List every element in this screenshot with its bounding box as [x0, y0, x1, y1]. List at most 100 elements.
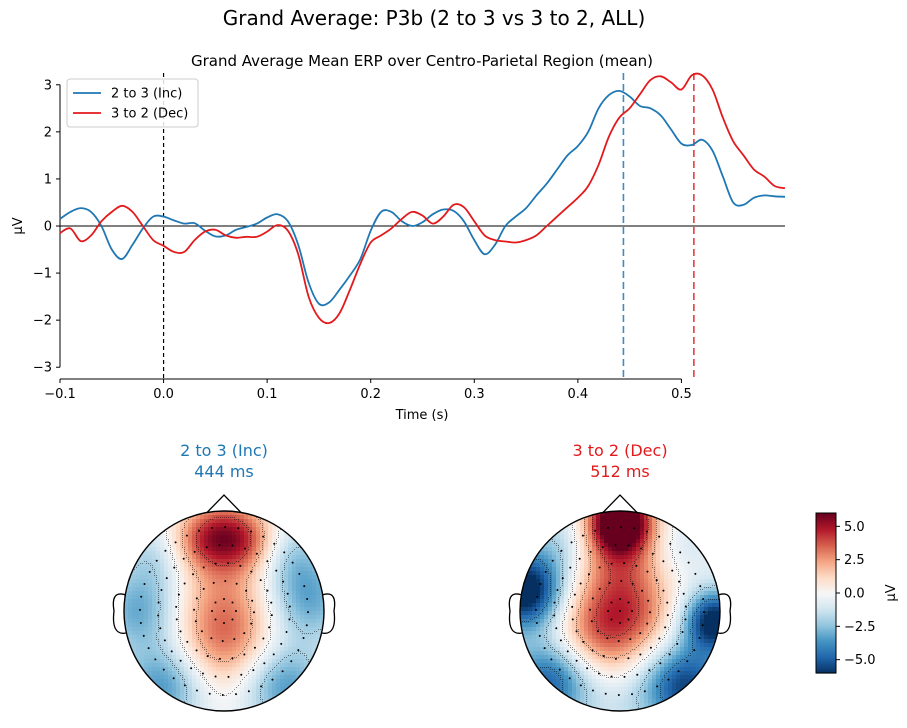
topomap-cell	[196, 683, 201, 688]
topomap-cell	[536, 575, 541, 580]
topomap-cell	[664, 687, 669, 692]
topomap-cell	[304, 563, 309, 568]
topomap-cell	[592, 655, 597, 660]
topomap-cell	[216, 651, 221, 656]
topomap-cell	[204, 579, 209, 584]
topomap-cell	[228, 607, 233, 612]
contour-dot	[268, 607, 269, 608]
topomap-cell	[236, 531, 241, 536]
topomap-cell	[128, 607, 133, 612]
topomap-cell	[188, 615, 193, 620]
topomap-cell	[704, 583, 709, 588]
topomap-cell	[692, 663, 697, 668]
sensor-dot	[303, 637, 305, 639]
contour-dot	[240, 521, 241, 522]
topomap-cell	[308, 567, 313, 572]
topomap-cell	[560, 615, 565, 620]
topomap-cell	[632, 547, 637, 552]
contour-dot	[176, 669, 177, 670]
topomap-cell	[600, 635, 605, 640]
topomap-cell	[192, 531, 197, 536]
topomap-cell	[568, 679, 573, 684]
topomap-cell	[296, 575, 301, 580]
contour-dot	[158, 591, 159, 592]
topomap-cell	[228, 523, 233, 528]
topomap-cell	[624, 687, 629, 692]
topomap-cell	[284, 651, 289, 656]
topomap-cell	[664, 683, 669, 688]
topomap-cell	[236, 643, 241, 648]
contour-dot	[292, 619, 293, 620]
topomap-cell	[548, 547, 553, 552]
contour-dot	[200, 641, 201, 642]
topomap-cell	[248, 683, 253, 688]
topomap-cell	[220, 651, 225, 656]
topomap-cell	[604, 603, 609, 608]
topomap-cell	[688, 647, 693, 652]
contour-dot	[230, 517, 231, 518]
topomap-cell	[160, 583, 165, 588]
topomap-cell	[580, 567, 585, 572]
contour-dot	[250, 629, 251, 630]
topomap-cell	[304, 643, 309, 648]
topomap-cell	[264, 655, 269, 660]
nose	[603, 495, 637, 513]
topomap-cell	[524, 655, 529, 660]
topomap-cell	[664, 643, 669, 648]
topomap-cell	[588, 627, 593, 632]
contour-dot	[176, 569, 177, 570]
topomap-cell	[212, 651, 217, 656]
topomap-cell	[640, 599, 645, 604]
contour-dot	[198, 635, 199, 636]
topomap-cell	[164, 559, 169, 564]
topomap-cell	[252, 671, 257, 676]
contour-dot	[262, 541, 263, 542]
topomap-cell	[236, 651, 241, 656]
contour-dot	[258, 519, 259, 520]
topomap-cell	[224, 583, 229, 588]
topomap-cell	[280, 655, 285, 660]
contour-dot	[224, 695, 225, 696]
topomap-cell	[232, 643, 237, 648]
topomap-cell	[544, 659, 549, 664]
topomap-cell	[188, 707, 193, 712]
topomap-cell	[596, 691, 601, 696]
topomap-cell	[612, 603, 617, 608]
topomap-cell	[148, 623, 153, 628]
contour-dot	[158, 629, 159, 630]
topomap-cell	[604, 571, 609, 576]
topomap-cell	[712, 567, 717, 572]
sensor-dot	[280, 643, 282, 645]
topomap-cell	[164, 659, 169, 664]
topomap-cell	[148, 547, 153, 552]
topomap-cell	[240, 635, 245, 640]
topomap-cell	[584, 651, 589, 656]
topomap-cell	[132, 591, 137, 596]
topomap-cell	[656, 563, 661, 568]
topomap-cell	[184, 659, 189, 664]
topomap-cell	[700, 615, 705, 620]
topomap-cell	[248, 651, 253, 656]
topomap-cell	[308, 667, 313, 672]
topomap-cell	[632, 523, 637, 528]
contour-dot	[156, 577, 157, 578]
contour-dot	[190, 563, 191, 564]
contour-dot	[250, 607, 251, 608]
topomap-cell	[264, 563, 269, 568]
topomap-cell	[624, 527, 629, 532]
contour-dot	[306, 659, 307, 660]
topomap-cell	[236, 523, 241, 528]
contour-dot	[266, 675, 267, 676]
contour-dot	[224, 661, 225, 662]
topomap-cell	[652, 671, 657, 676]
topomap-cell	[276, 563, 281, 568]
topomap-cell	[148, 627, 153, 632]
topomap-cell	[284, 635, 289, 640]
topomap-cell	[644, 667, 649, 672]
topomap-cell	[164, 583, 169, 588]
contour-dot	[158, 617, 159, 618]
topomap-cell	[200, 547, 205, 552]
topomap-cell	[296, 595, 301, 600]
topomap-cell	[180, 623, 185, 628]
contour-dot	[184, 547, 185, 548]
